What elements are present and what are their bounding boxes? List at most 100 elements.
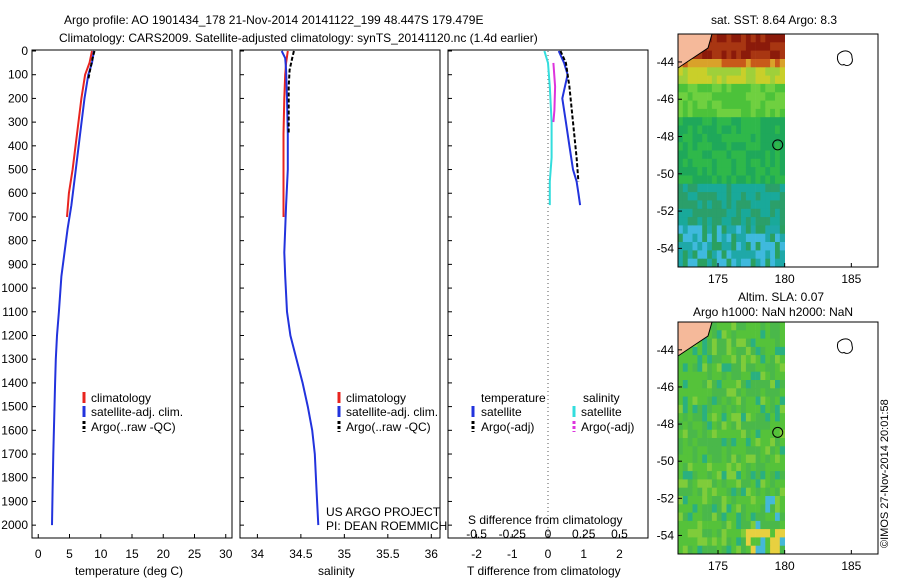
map-cell bbox=[779, 371, 785, 381]
map-cell bbox=[678, 150, 684, 160]
map-cell bbox=[775, 225, 781, 235]
map-cell bbox=[716, 429, 722, 439]
map-cell bbox=[745, 42, 752, 51]
map-cell bbox=[721, 192, 727, 201]
map-cell bbox=[726, 355, 732, 364]
map-cell bbox=[726, 413, 732, 422]
map-cell bbox=[731, 217, 737, 226]
map-cell bbox=[765, 396, 771, 406]
map-cell bbox=[702, 83, 708, 93]
map-cell bbox=[711, 167, 718, 176]
map-cell bbox=[765, 471, 771, 480]
x-tick-label: 15 bbox=[125, 547, 139, 561]
map-cell bbox=[678, 250, 684, 260]
map-cell bbox=[745, 34, 752, 43]
map-cell bbox=[702, 404, 708, 414]
map-cell bbox=[750, 175, 756, 185]
map-cell bbox=[726, 208, 732, 218]
map-cell bbox=[779, 217, 785, 226]
map-cell bbox=[741, 125, 747, 135]
map-cell bbox=[745, 338, 752, 348]
map-cell bbox=[707, 413, 713, 422]
map-cell bbox=[736, 208, 742, 218]
map-cell bbox=[692, 438, 698, 447]
map-cell bbox=[678, 537, 684, 547]
map-cell bbox=[702, 446, 708, 455]
map-cell bbox=[755, 512, 761, 522]
map-cell bbox=[745, 413, 752, 422]
map-cell bbox=[755, 100, 761, 110]
map-cell bbox=[711, 158, 718, 168]
map-cell bbox=[711, 413, 718, 422]
map-cell bbox=[755, 158, 761, 168]
map-cell bbox=[726, 250, 732, 260]
map-cell bbox=[721, 512, 727, 522]
map-cell bbox=[755, 133, 761, 143]
x-tick-label: 1 bbox=[580, 547, 587, 561]
map-cell bbox=[682, 496, 688, 505]
map-cell bbox=[692, 355, 698, 364]
map-cell bbox=[707, 142, 713, 151]
map-cell bbox=[682, 175, 688, 185]
map-cell bbox=[765, 512, 771, 522]
map-cell bbox=[755, 167, 761, 176]
salinity-xlabel: salinity bbox=[318, 564, 355, 578]
legend-label-climatology: climatology bbox=[346, 391, 406, 405]
map-cell bbox=[726, 133, 732, 143]
map-cell bbox=[745, 117, 752, 126]
map-cell bbox=[779, 346, 785, 356]
map-cell bbox=[741, 42, 747, 51]
map-cell bbox=[750, 413, 756, 422]
map-cell bbox=[707, 330, 713, 339]
map-cell bbox=[692, 167, 698, 176]
map-cell bbox=[692, 150, 698, 160]
map-cell bbox=[707, 167, 713, 176]
map-cell bbox=[779, 125, 785, 135]
map-cell bbox=[779, 83, 785, 93]
map-cell bbox=[692, 83, 698, 93]
island-outline bbox=[837, 338, 853, 354]
sla-map-title: Altim. SLA: 0.07 bbox=[738, 290, 824, 304]
map-cell bbox=[770, 322, 776, 331]
map-cell bbox=[721, 504, 727, 513]
x-tick-label: -1 bbox=[507, 547, 518, 561]
map-cell bbox=[707, 479, 713, 489]
map-cell bbox=[707, 233, 713, 243]
legend-label-argo: Argo(..raw -QC) bbox=[91, 420, 176, 434]
map-cell bbox=[745, 529, 752, 538]
map-cell bbox=[750, 242, 756, 251]
map-cell bbox=[711, 371, 718, 381]
map-cell bbox=[775, 446, 781, 455]
map-cell bbox=[741, 429, 747, 439]
map-cell bbox=[697, 512, 703, 522]
map-cell bbox=[741, 150, 747, 160]
map-cell bbox=[726, 183, 732, 193]
map-cell bbox=[702, 192, 708, 201]
map-cell bbox=[707, 529, 713, 538]
map-cell bbox=[745, 496, 752, 505]
map-cell bbox=[678, 404, 684, 414]
legend-label-satellite: satellite-adj. clim. bbox=[346, 405, 438, 419]
map-cell bbox=[721, 150, 727, 160]
depth-tick-label: 900 bbox=[8, 257, 28, 271]
map-cell bbox=[765, 175, 771, 185]
map-cell bbox=[750, 158, 756, 168]
map-cell bbox=[775, 158, 781, 168]
map-cell bbox=[721, 42, 727, 51]
map-cell bbox=[736, 504, 742, 513]
map-cell bbox=[697, 388, 703, 397]
map-cell bbox=[775, 167, 781, 176]
map-cell bbox=[750, 92, 756, 101]
map-cell bbox=[736, 487, 742, 497]
map-cell bbox=[692, 512, 698, 522]
map-cell bbox=[765, 225, 771, 235]
map-cell bbox=[692, 396, 698, 406]
map-cell bbox=[726, 125, 732, 135]
map-cell bbox=[726, 142, 732, 151]
map-cell bbox=[741, 67, 747, 76]
map-cell bbox=[697, 537, 703, 547]
map-cell bbox=[770, 92, 776, 101]
map-cell bbox=[726, 217, 732, 226]
map-cell bbox=[745, 92, 752, 101]
map-cell bbox=[678, 192, 684, 201]
